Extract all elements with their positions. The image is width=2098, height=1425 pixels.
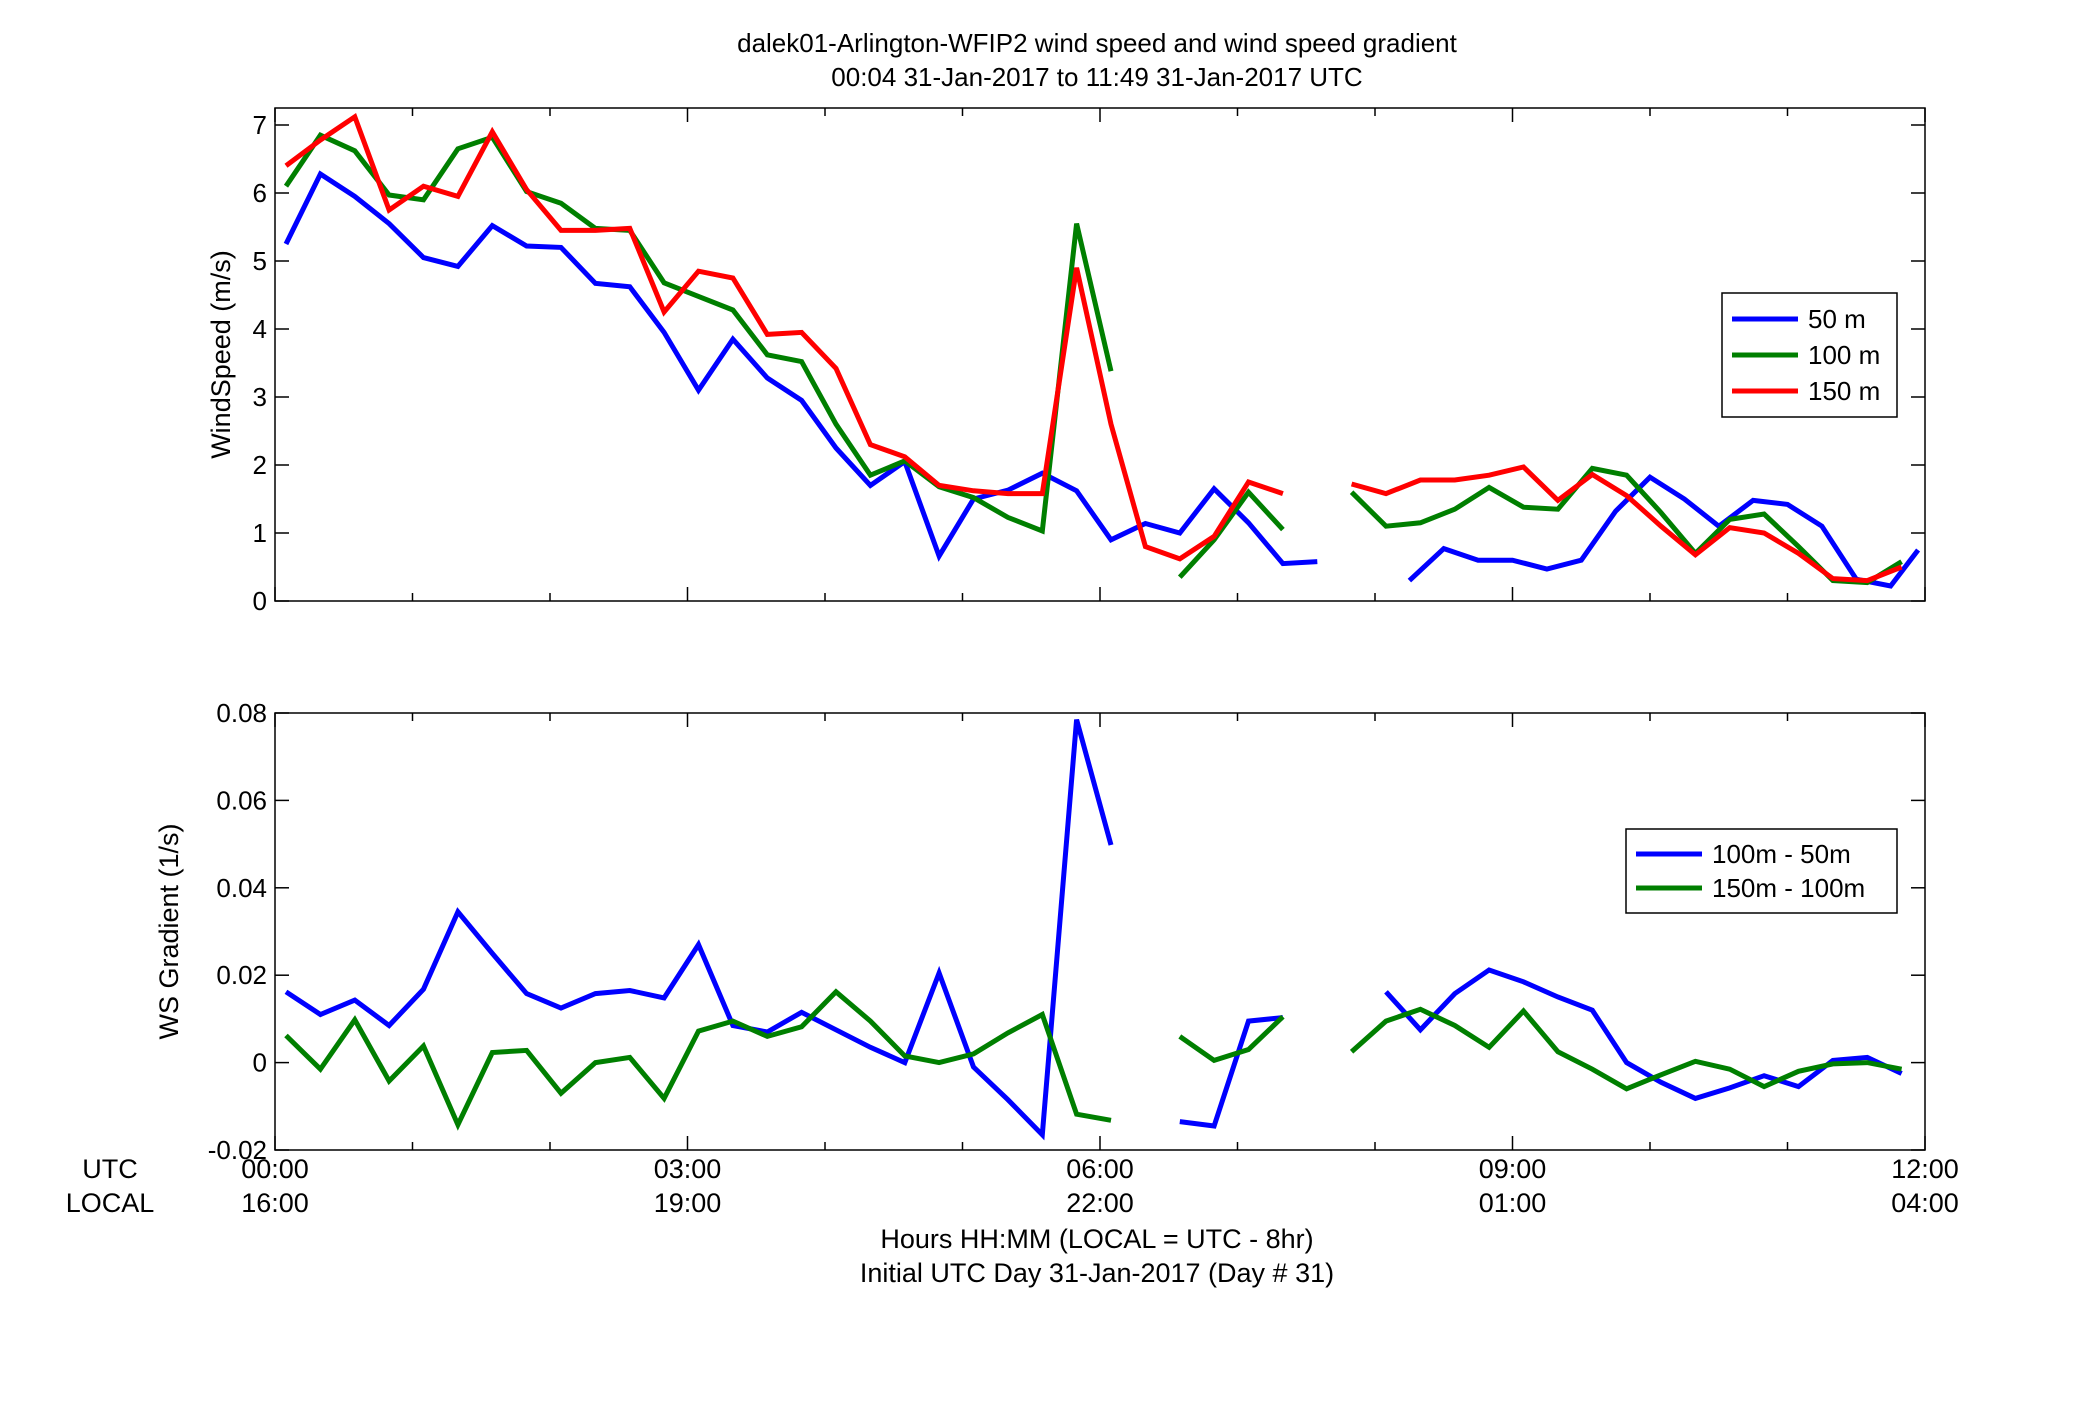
gradient-series-2-line: [1178, 1014, 1285, 1064]
windspeed-series-2-line: [283, 132, 1114, 535]
gradient-legend-label: 100m - 50m: [1712, 839, 1851, 869]
chart-title-line1: dalek01-Arlington-WFIP2 wind speed and w…: [737, 28, 1458, 58]
windspeed-legend-label: 100 m: [1808, 340, 1880, 370]
xtick-label-utc: 12:00: [1891, 1154, 1959, 1184]
gradient-plot-area: [274, 712, 1926, 1151]
xtick-label-utc: 00:00: [241, 1154, 309, 1184]
gradient-ytick-label: 0: [253, 1048, 267, 1078]
windspeed-ytick-label: 1: [253, 518, 267, 548]
windspeed-ytick-label: 6: [253, 178, 267, 208]
chart-title-line2: 00:04 31-Jan-2017 to 11:49 31-Jan-2017 U…: [831, 62, 1362, 92]
gradient-series-1-line: [1179, 1015, 1284, 1129]
xtick-label-utc: 09:00: [1479, 1154, 1547, 1184]
x-axis-label-line2: Initial UTC Day 31-Jan-2017 (Day # 31): [860, 1258, 1334, 1288]
xtick-label-local: 16:00: [241, 1188, 309, 1218]
windspeed-panel: 0 1 2 3 4 5 6 7 WindSpeed (m/s) 50 m 100 m 150 m: [206, 107, 1926, 616]
gradient-ytick-label: 0.04: [216, 873, 267, 903]
gradient-legend: [1625, 828, 1898, 914]
windspeed-ytick-label: 5: [253, 246, 267, 276]
gradient-series-1-line: [284, 718, 1114, 1141]
gradient-series-1-line: [1384, 967, 1903, 1102]
xtick-label-local: 19:00: [654, 1188, 722, 1218]
windspeed-legend-label: 50 m: [1808, 304, 1866, 334]
windspeed-ytick-label: 0: [253, 586, 267, 616]
gradient-y-axis-label: WS Gradient (1/s): [154, 823, 184, 1039]
xtick-label-utc: 03:00: [654, 1154, 722, 1184]
gradient-series-2-line: [1349, 1006, 1903, 1092]
xtick-label-local: 04:00: [1891, 1188, 1959, 1218]
windspeed-ytick-label: 2: [253, 450, 267, 480]
windspeed-series-3-line: [284, 112, 1284, 562]
xtick-label-utc: 06:00: [1066, 1154, 1134, 1184]
windspeed-series-3-line: [1350, 464, 1903, 584]
x-axis-label-line1: Hours HH:MM (LOCAL = UTC - 8hr): [880, 1224, 1313, 1254]
windspeed-y-axis-label: WindSpeed (m/s): [206, 250, 236, 459]
gradient-panel: -0.02 0 0.02 0.04 0.06 0.08 00:00 16:00 03:00 19:…: [154, 698, 1959, 1218]
windspeed-ytick-label: 7: [253, 110, 267, 140]
gradient-series-2-line: [284, 988, 1112, 1131]
xtick-label-local: 22:00: [1066, 1188, 1134, 1218]
windspeed-ytick-label: 3: [253, 382, 267, 412]
windspeed-series-1-line: [1407, 474, 1921, 589]
windspeed-series-2-line: [1349, 465, 1903, 586]
windspeed-series-2-line: [1177, 488, 1285, 579]
gradient-ytick-label: -0.02: [208, 1135, 267, 1165]
windspeed-ytick-label: 4: [253, 314, 267, 344]
windspeed-legend-label: 150 m: [1808, 376, 1880, 406]
windspeed-series-1-line: [283, 170, 1318, 567]
local-row-label: LOCAL: [66, 1188, 155, 1218]
gradient-ytick-label: 0.02: [216, 960, 267, 990]
gradient-legend-label: 150m - 100m: [1712, 873, 1865, 903]
utc-row-label: UTC: [82, 1154, 138, 1184]
xtick-label-local: 01:00: [1479, 1188, 1547, 1218]
gradient-ytick-label: 0.06: [216, 785, 267, 815]
gradient-ytick-label: 0.08: [216, 698, 267, 728]
